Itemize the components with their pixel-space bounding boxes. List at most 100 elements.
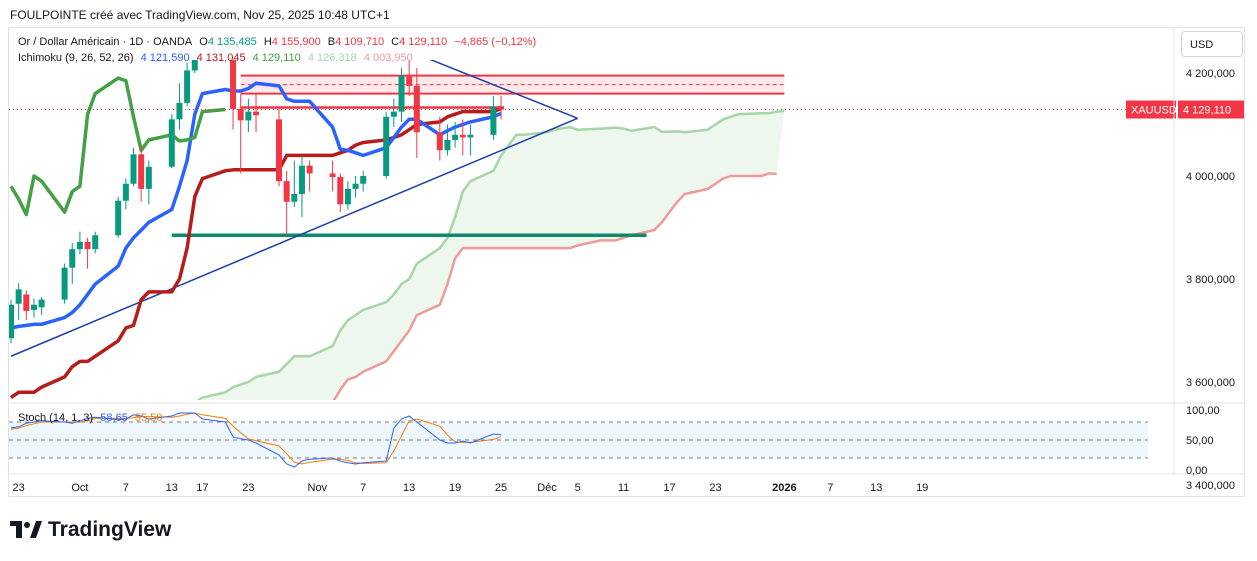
time-tick-label: 13 bbox=[870, 482, 882, 494]
time-tick-label: 25 bbox=[495, 482, 507, 494]
candle-body bbox=[467, 134, 474, 138]
candle-body bbox=[145, 166, 152, 189]
time-tick-label: 23 bbox=[13, 482, 25, 494]
ichimoku-value-span-a: 4 126,318 bbox=[307, 52, 357, 64]
time-tick-label: Déc bbox=[537, 482, 557, 494]
stoch-k-line bbox=[10, 412, 502, 468]
chart-frame bbox=[8, 27, 1245, 497]
price-tick-label: 3 600,000 bbox=[1186, 377, 1235, 389]
candle-body bbox=[291, 194, 298, 202]
stoch-label[interactable]: Stoch (14, 1, 3) bbox=[18, 412, 94, 424]
candle-body bbox=[406, 75, 413, 86]
candle-body bbox=[245, 111, 252, 121]
time-tick-label: 17 bbox=[196, 482, 208, 494]
ichimoku-value-kijun: 4 131,045 bbox=[196, 52, 246, 64]
candle-body bbox=[184, 70, 191, 103]
candle-body bbox=[61, 267, 68, 300]
candle-body bbox=[306, 165, 313, 174]
lower-trendline bbox=[10, 117, 578, 357]
open-label: O bbox=[199, 36, 208, 48]
price-tick-label: 3 400,000 bbox=[1186, 480, 1235, 492]
candle-body bbox=[413, 85, 420, 133]
symbol-legend: Or / Dollar Américain · 1D · OANDA O4 13… bbox=[18, 36, 540, 48]
currency-button[interactable]: USD bbox=[1181, 31, 1243, 57]
chart-caption: FOULPOINTE créé avec TradingView.com, No… bbox=[10, 8, 390, 22]
candle-body bbox=[329, 173, 336, 178]
resistance-zone bbox=[240, 75, 785, 94]
time-tick-label: 7 bbox=[360, 482, 366, 494]
close-value: 4 129,110 bbox=[399, 36, 448, 48]
candle-body bbox=[176, 102, 183, 120]
candle-body bbox=[84, 241, 91, 250]
ichimoku-label[interactable]: Ichimoku (9, 26, 52, 26) bbox=[18, 52, 134, 64]
chikou-span-line bbox=[9, 76, 226, 217]
time-tick-label: 19 bbox=[916, 482, 928, 494]
candle-body bbox=[168, 119, 175, 167]
candle-body bbox=[276, 119, 282, 182]
brand-name: TradingView bbox=[48, 518, 172, 541]
candle-body bbox=[436, 132, 443, 151]
ichimoku-value-span-b: 4 003,950 bbox=[363, 52, 413, 64]
stoch-k-value: 58,65 bbox=[100, 412, 128, 424]
time-tick-label: Oct bbox=[71, 482, 88, 494]
stoch-d-value: 55,50 bbox=[134, 412, 163, 424]
low-label: B bbox=[327, 36, 336, 48]
price-tick-label: 4 000,000 bbox=[1186, 171, 1235, 183]
stoch-tick-label: 50,00 bbox=[1186, 435, 1214, 447]
candle-body bbox=[23, 294, 30, 311]
time-tick-label: 17 bbox=[663, 482, 675, 494]
time-tick-label: 23 bbox=[242, 482, 254, 494]
time-tick-label: 7 bbox=[123, 482, 129, 494]
candle-body bbox=[130, 154, 137, 184]
low-value: 4 109,710 bbox=[335, 36, 385, 48]
price-tag-symbol-box bbox=[1126, 100, 1176, 119]
candle-body bbox=[498, 106, 505, 110]
candle-body bbox=[30, 304, 37, 310]
price-tick-label: 3 800,000 bbox=[1186, 274, 1235, 286]
price-tag-value: 4 129,110 bbox=[1183, 105, 1231, 117]
candle-body bbox=[459, 134, 466, 138]
time-tick-label: 2026 bbox=[772, 482, 796, 494]
candle-body bbox=[69, 249, 76, 268]
tenkan-sen-line bbox=[10, 81, 502, 330]
candle-body bbox=[398, 75, 405, 112]
time-tick-label: 13 bbox=[166, 482, 178, 494]
time-tick-label: 11 bbox=[618, 482, 629, 494]
candle-body bbox=[38, 299, 45, 308]
price-tag-value-box bbox=[1178, 100, 1244, 119]
tradingview-logo: TradingView bbox=[10, 518, 171, 542]
time-tick-label: 7 bbox=[827, 482, 833, 494]
candle-body bbox=[253, 111, 260, 116]
candle-body bbox=[344, 188, 351, 205]
price-tag-symbol: XAUUSD bbox=[1131, 105, 1177, 117]
high-value: 4 155,900 bbox=[271, 36, 321, 48]
candle-body bbox=[122, 183, 129, 201]
candle-body bbox=[352, 183, 359, 189]
stoch-tick-label: 0,00 bbox=[1186, 465, 1207, 477]
candle-body bbox=[237, 109, 244, 121]
candle-body bbox=[390, 111, 397, 117]
time-tick-label: 5 bbox=[575, 482, 581, 494]
upper-trendline bbox=[429, 60, 578, 120]
symbol-name[interactable]: Or / Dollar Américain · 1D · OANDA bbox=[18, 36, 193, 48]
stoch-tick-label: 100,00 bbox=[1186, 405, 1220, 417]
candle-body bbox=[383, 116, 390, 176]
candle-body bbox=[9, 304, 14, 339]
senkou-span-a-line bbox=[196, 109, 785, 400]
price-tick-label: 4 200,000 bbox=[1186, 68, 1235, 80]
stoch-legend: Stoch (14, 1, 3) 58,65 55,50 bbox=[18, 412, 166, 424]
ichimoku-value-tenkan: 4 121,590 bbox=[140, 52, 190, 64]
time-tick-label: 23 bbox=[709, 482, 721, 494]
candle-body bbox=[298, 165, 305, 195]
candle-body bbox=[92, 235, 99, 250]
ichimoku-legend: Ichimoku (9, 26, 52, 26) 4 121,590 4 131… bbox=[18, 52, 417, 64]
open-value: 4 135,485 bbox=[207, 36, 257, 48]
close-label: C bbox=[391, 36, 400, 48]
change-value: −4,865 (−0,12%) bbox=[454, 36, 537, 48]
candle-body bbox=[452, 134, 459, 140]
candle-body bbox=[490, 106, 497, 135]
candle-body bbox=[337, 177, 344, 205]
ichimoku-value-chikou: 4 129,110 bbox=[252, 52, 301, 64]
kijun-sen-line bbox=[10, 106, 502, 399]
